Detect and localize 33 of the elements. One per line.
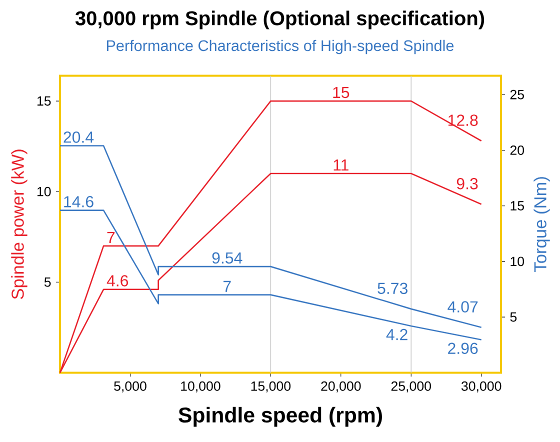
data-label: 2.96 [448, 342, 478, 354]
y-tick-label: 10 [37, 186, 51, 196]
data-label: 4.07 [448, 301, 478, 312]
data-label: 7 [107, 232, 115, 243]
y2-tick-label: 5 [510, 312, 517, 322]
x-tick-label: 15,000 [251, 381, 291, 392]
y2-tick-label: 25 [510, 90, 524, 100]
y2-tick-label: 20 [510, 146, 524, 155]
y-axis-title: Spindle power (kW) [11, 150, 28, 300]
data-label: 7 [224, 280, 231, 292]
y2-axis-title: Torque (Nm) [534, 177, 550, 272]
chart-title: 30,000 rpm Spindle (Optional specification) [75, 10, 484, 30]
y-tick-label: 5 [44, 277, 51, 287]
y2-tick-label: 15 [510, 201, 524, 210]
x-tick-label: 5,000 [114, 381, 146, 392]
data-label: 4.6 [106, 275, 128, 286]
data-label: 5.73 [378, 282, 408, 294]
data-label: 20.4 [64, 132, 94, 143]
x-tick-label: 30,000 [461, 381, 502, 392]
x-tick-label: 20,000 [321, 381, 361, 392]
y2-tick-label: 10 [510, 256, 524, 266]
x-tick-label: 25,000 [391, 381, 431, 392]
x-tick-label: 10,000 [181, 381, 220, 392]
data-label: 4.2 [386, 328, 408, 340]
data-label: 9.3 [456, 178, 478, 190]
data-label: 15 [333, 86, 350, 98]
x-axis-title: Spindle speed (rpm) [178, 406, 382, 427]
data-label: 12.8 [448, 114, 478, 126]
chart-subtitle: Performance Characteristics of High-speed Spindle [106, 40, 454, 54]
data-label: 11 [334, 160, 348, 171]
y-tick-label: 15 [37, 96, 51, 106]
data-label: 9.54 [212, 252, 242, 264]
data-label: 14.6 [64, 196, 94, 208]
